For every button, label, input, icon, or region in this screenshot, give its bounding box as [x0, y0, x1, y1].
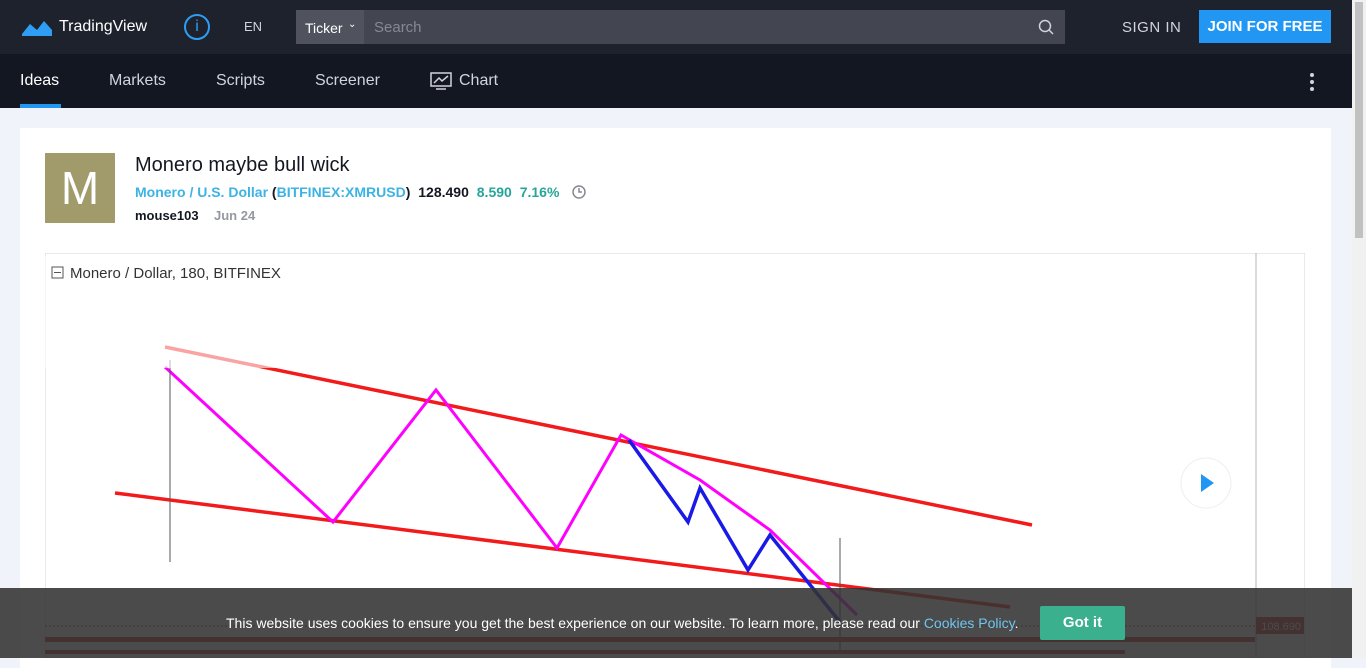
scroll-thumb[interactable]	[1355, 2, 1363, 238]
impulse-wave	[627, 438, 842, 624]
ticker-label: Ticker	[305, 20, 343, 36]
active-indicator	[20, 104, 61, 108]
change: 8.590	[476, 184, 512, 200]
nav-bar	[0, 54, 1352, 108]
language[interactable]: EN	[244, 19, 263, 34]
symbol-name[interactable]: Monero / U.S. Dollar	[135, 184, 269, 200]
scrollbar	[1352, 0, 1366, 658]
legend-bg	[45, 256, 625, 368]
search-icon	[1038, 19, 1054, 35]
paren: (	[271, 184, 277, 200]
idea-title: Monero maybe bull wick	[135, 154, 350, 176]
logo-text[interactable]: TradingView	[59, 18, 148, 35]
chart-icon	[430, 72, 452, 90]
change-pct: 7.16%	[519, 184, 560, 200]
play-icon	[1201, 474, 1214, 492]
collapse-box[interactable]	[51, 266, 64, 279]
nav-link[interactable]: Chart	[459, 72, 499, 89]
top-bar: TradingView i EN Ticker ⌄ Search SIGN IN…	[0, 0, 1352, 54]
more-menu[interactable]	[1306, 72, 1318, 92]
author[interactable]: mouse103	[135, 208, 199, 223]
symbol[interactable]: BITFINEX:XMRUSD	[276, 184, 406, 200]
cookie-text-row: This website uses cookies to ensure you …	[226, 615, 1018, 631]
chevron: ⌄	[348, 19, 357, 30]
nav-link[interactable]: Markets	[109, 72, 166, 89]
cookie-text: This website uses cookies to ensure you …	[226, 615, 920, 631]
info-button[interactable]: i	[184, 14, 210, 40]
ticker-select[interactable]: Ticker ⌄	[296, 10, 364, 44]
date: Jun 24	[214, 208, 256, 223]
cookie-end: .	[1014, 615, 1019, 631]
logo-icon	[22, 21, 52, 36]
cookie-accept[interactable]: Got it	[1040, 606, 1125, 640]
alert-icon[interactable]	[571, 183, 589, 201]
sign-in[interactable]: SIGN IN	[1122, 19, 1182, 36]
join-button[interactable]: JOIN FOR FREE	[1199, 10, 1331, 43]
search-placeholder: Search	[374, 19, 422, 36]
nav-link[interactable]: Ideas	[20, 72, 60, 89]
nav-link[interactable]: Screener	[315, 72, 380, 89]
price: 128.490	[418, 184, 469, 200]
trend-line	[164, 345, 1033, 527]
abcde-wave	[163, 365, 859, 617]
nav-link[interactable]: Scripts	[216, 72, 265, 89]
avatar[interactable]: M	[45, 153, 115, 223]
symbol-row: Monero / U.S. Dollar (BITFINEX:XMRUSD) 1…	[135, 184, 559, 200]
legend-title: Monero / Dollar, 180, BITFINEX	[70, 265, 281, 282]
cookie-banner: This website uses cookies to ensure you …	[0, 588, 1352, 658]
search-box[interactable]: Search	[364, 10, 1065, 44]
cookie-link[interactable]: Cookies Policy	[923, 615, 1015, 631]
paren: )	[405, 184, 411, 200]
